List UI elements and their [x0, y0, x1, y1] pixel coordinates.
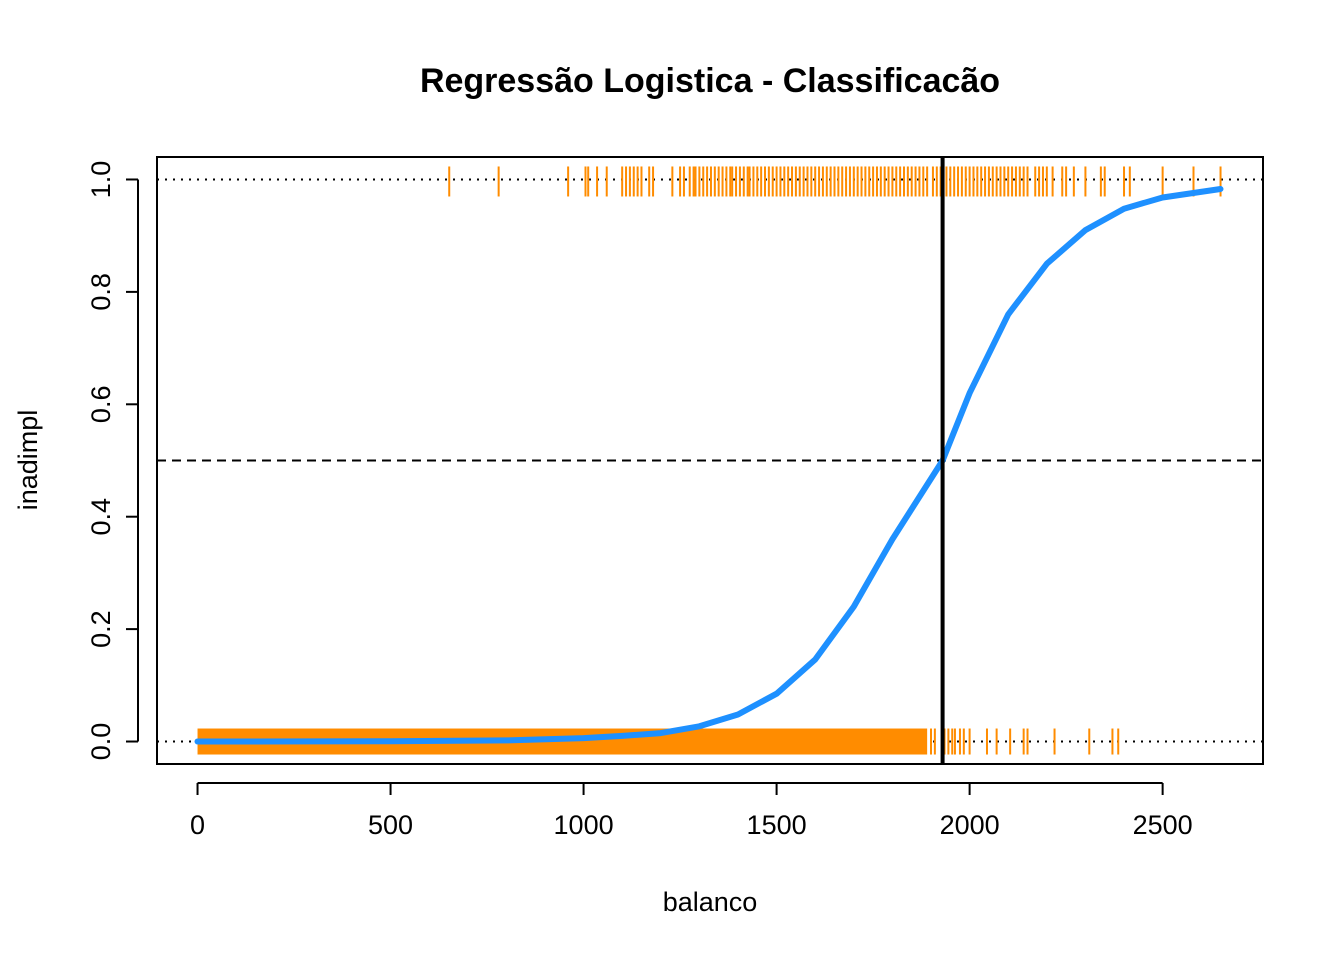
- y-tick-label: 0.0: [86, 723, 116, 761]
- x-tick-label: 500: [368, 810, 413, 840]
- chart-title: Regressão Logistica - Classificacão: [420, 62, 1000, 100]
- x-tick-label: 1000: [554, 810, 614, 840]
- y-axis-label: inadimpl: [13, 410, 43, 511]
- y-tick-label: 0.4: [86, 498, 116, 536]
- x-axis-label: balanco: [663, 887, 758, 917]
- x-tick-label: 2000: [940, 810, 1000, 840]
- x-axis: 0 500 1000 1500 2000 2500: [190, 782, 1193, 840]
- y-tick-label: 0.6: [86, 386, 116, 424]
- x-tick-label: 1500: [747, 810, 807, 840]
- y-tick-label: 0.8: [86, 273, 116, 311]
- x-tick-label: 0: [190, 810, 205, 840]
- logistic-curve: [194, 186, 1224, 745]
- y-axis: 0.0 0.2 0.4 0.6 0.8 1.0: [86, 161, 139, 761]
- plot-area: [157, 157, 1263, 764]
- plot-frame: [156, 156, 1264, 765]
- y-tick-label: 0.2: [86, 610, 116, 648]
- x-tick-label: 2500: [1133, 810, 1193, 840]
- y-tick-label: 1.0: [86, 161, 116, 199]
